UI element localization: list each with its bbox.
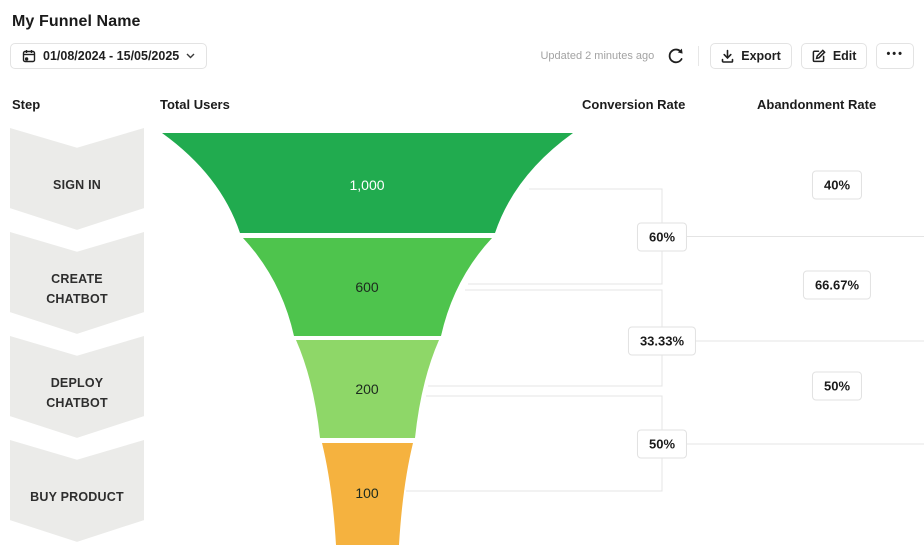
- export-label: Export: [741, 49, 781, 63]
- date-range-label: 01/08/2024 - 15/05/2025: [43, 49, 180, 63]
- updated-text: Updated 2 minutes ago: [540, 50, 655, 62]
- abandonment-rate-box-3: 50%: [811, 371, 863, 401]
- step-column: SIGN IN CREATE CHATBOT DEPLOY CHATBOT BU…: [10, 128, 144, 544]
- conversion-rate-box-3: 50%: [636, 429, 688, 459]
- column-header-total-users: Total Users: [160, 97, 230, 112]
- page-title: My Funnel Name: [12, 13, 141, 30]
- conversion-rate-box-1: 60%: [636, 222, 688, 251]
- edit-pencil-icon: [812, 49, 826, 63]
- funnel-segment-deploy-chatbot[interactable]: [296, 340, 439, 438]
- download-icon: [721, 49, 734, 63]
- refresh-button[interactable]: [665, 45, 687, 67]
- connector-bracket-2: [428, 289, 663, 387]
- funnel-segment-sign-in[interactable]: [162, 133, 573, 233]
- funnel-segment-buy-product[interactable]: [322, 443, 413, 545]
- toolbar-divider: [698, 46, 700, 66]
- column-header-conversion-rate: Conversion Rate: [582, 97, 686, 112]
- edit-button[interactable]: Edit: [800, 43, 868, 69]
- funnel-value-label-4: 100: [355, 485, 379, 501]
- conversion-rate-box-2: 33.33%: [627, 326, 697, 356]
- connector-bracket-3: [406, 395, 663, 492]
- more-button[interactable]: •••: [876, 43, 914, 69]
- funnel-value-label-3: 200: [355, 381, 379, 397]
- calendar-icon: [22, 49, 36, 63]
- more-dots-icon: •••: [886, 48, 904, 60]
- chevron-down-icon: [186, 53, 195, 59]
- column-header-step: Step: [12, 97, 41, 112]
- date-range-button[interactable]: 01/08/2024 - 15/05/2025: [10, 43, 208, 69]
- abandonment-rate-box-1: 40%: [811, 170, 863, 200]
- column-header-abandonment-rate: Abandonment Rate: [757, 97, 877, 112]
- edit-label: Edit: [832, 49, 857, 63]
- funnel-value-label-1: 1,000: [349, 177, 385, 193]
- toolbar: Updated 2 minutes ago Export: [540, 43, 914, 69]
- refresh-icon: [667, 47, 685, 65]
- export-button[interactable]: Export: [710, 43, 792, 69]
- abandonment-rate-box-2: 66.67%: [802, 270, 872, 300]
- funnel-segment-create-chatbot[interactable]: [243, 238, 492, 336]
- funnel-value-label-2: 600: [355, 279, 379, 295]
